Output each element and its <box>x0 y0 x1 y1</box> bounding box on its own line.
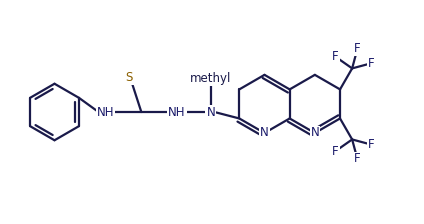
Text: S: S <box>126 71 133 84</box>
Text: F: F <box>332 144 339 157</box>
Text: N: N <box>206 106 215 118</box>
Text: NH: NH <box>168 106 186 118</box>
Text: F: F <box>368 57 375 70</box>
Text: N: N <box>310 127 319 140</box>
Text: methyl: methyl <box>190 72 232 85</box>
Text: F: F <box>354 153 361 166</box>
Text: N: N <box>206 106 215 118</box>
Text: N: N <box>310 127 319 140</box>
Text: F: F <box>354 42 361 55</box>
Text: F: F <box>368 138 375 151</box>
Text: N: N <box>260 127 269 140</box>
Text: methyl: methyl <box>190 72 232 85</box>
Text: S: S <box>126 71 133 84</box>
Text: NH: NH <box>97 106 114 118</box>
Text: NH: NH <box>97 106 114 118</box>
Text: NH: NH <box>168 106 186 118</box>
Text: N: N <box>260 127 269 140</box>
Text: F: F <box>332 50 339 63</box>
